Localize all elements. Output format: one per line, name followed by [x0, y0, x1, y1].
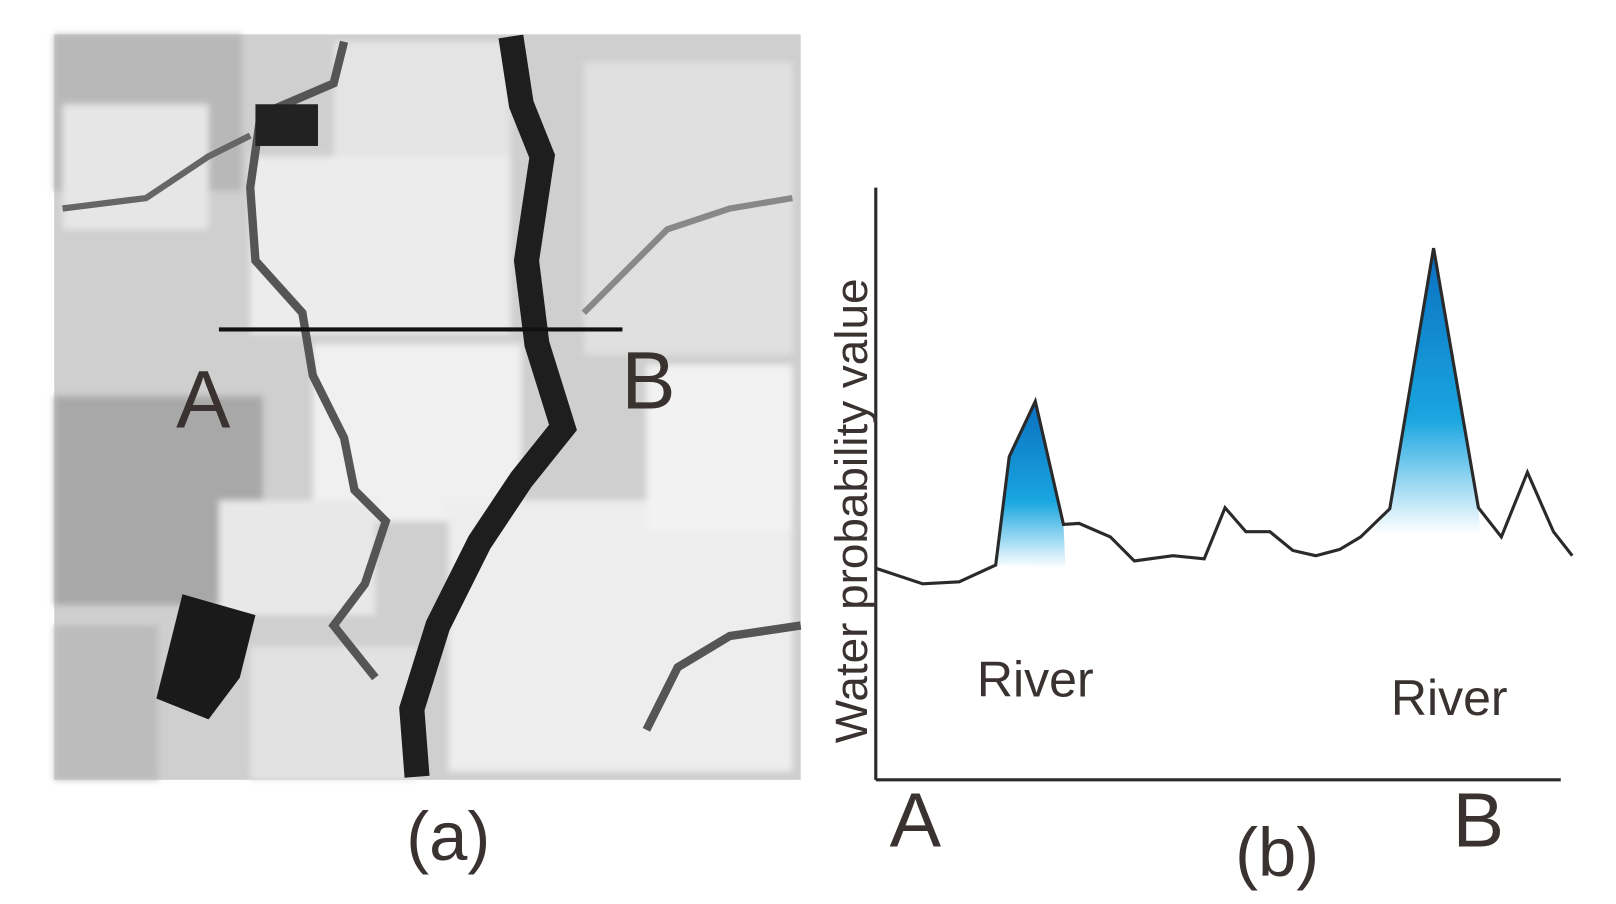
y-axis-label: Water probability value — [825, 278, 877, 743]
annotation: River — [1391, 670, 1508, 726]
profile-line — [875, 247, 1574, 586]
caption: (a) — [406, 798, 490, 875]
point-b-label: B — [621, 336, 675, 427]
point-a-label: A — [176, 354, 231, 445]
annotation: River — [977, 651, 1094, 707]
river-area — [995, 401, 1066, 569]
x-start-label: A — [890, 778, 942, 864]
x-end-label: B — [1453, 778, 1504, 864]
caption: (b) — [1235, 814, 1319, 891]
satellite-image — [54, 34, 802, 780]
